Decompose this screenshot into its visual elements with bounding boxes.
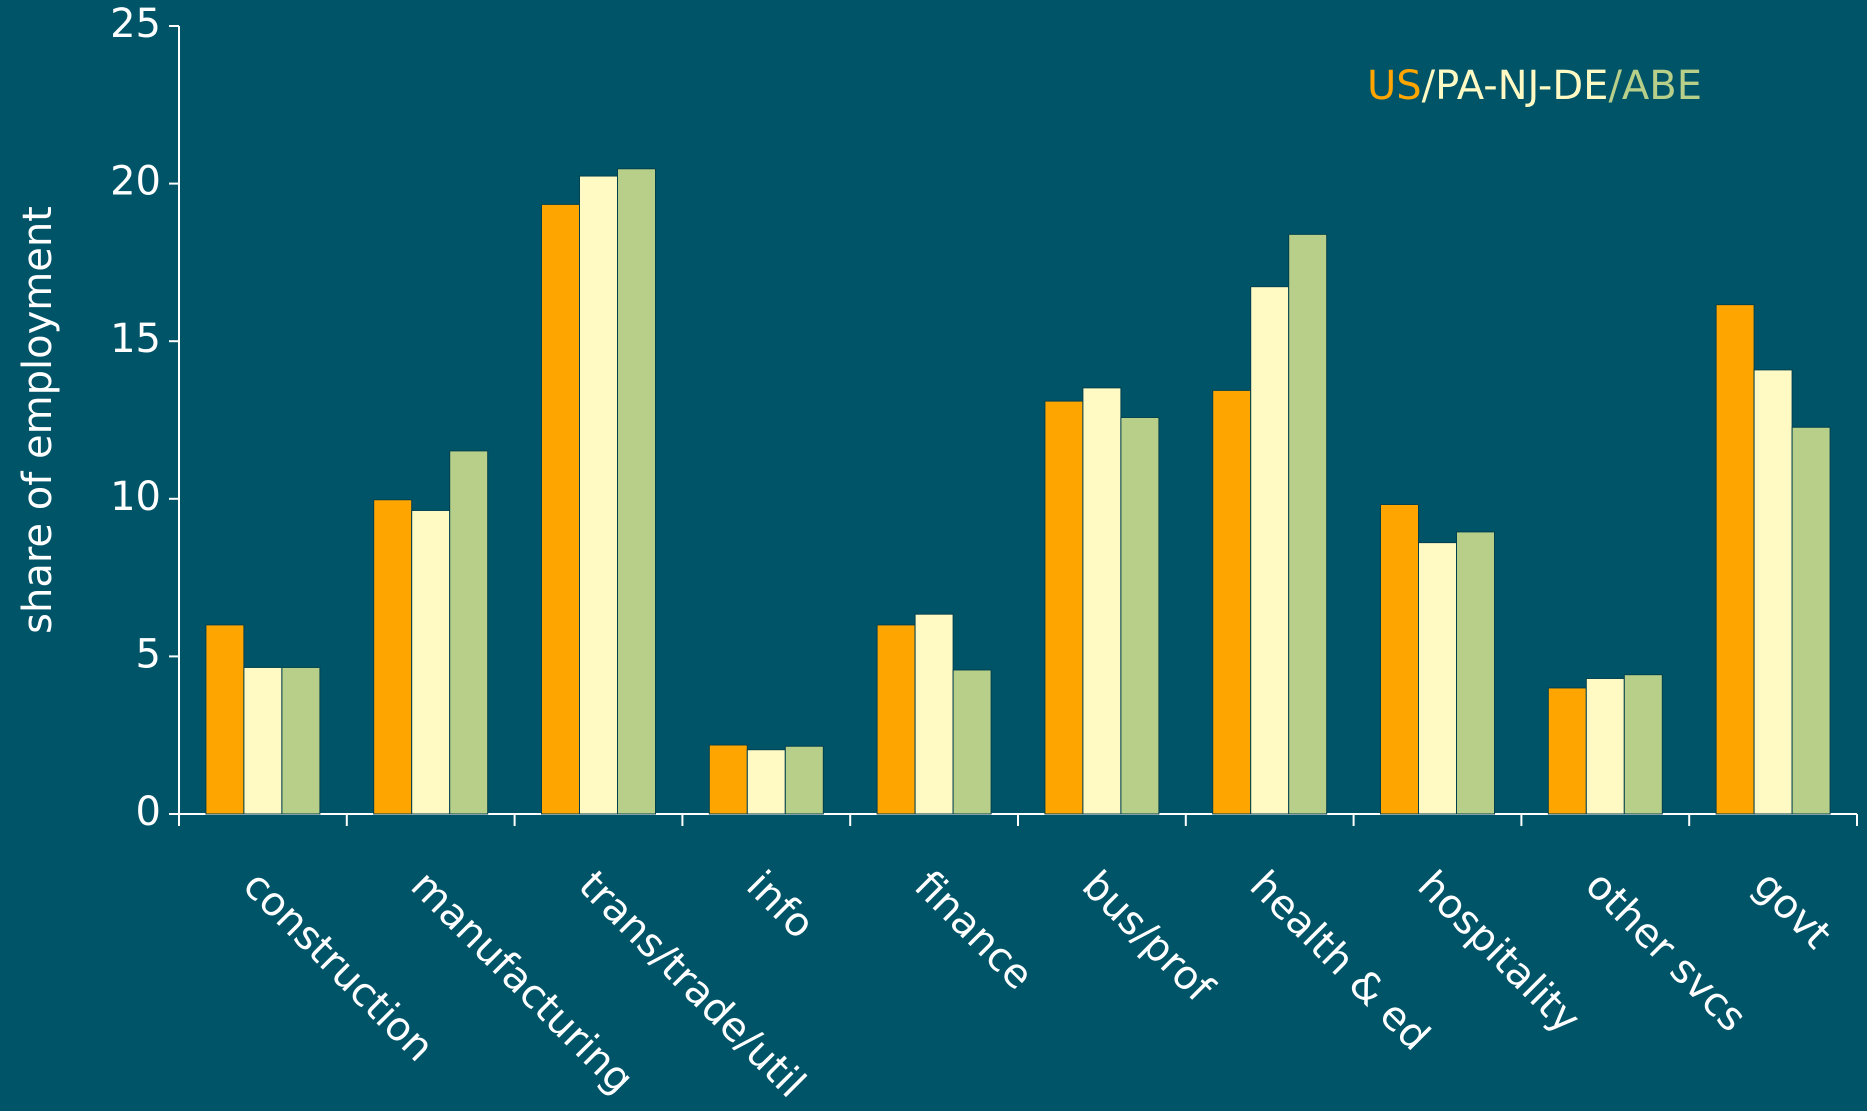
bar: [1715, 304, 1755, 815]
bar: [243, 666, 283, 815]
bar: [1250, 286, 1290, 815]
bar: [1120, 416, 1160, 815]
bar: [1288, 233, 1328, 815]
bar: [579, 175, 618, 815]
bar: [1623, 674, 1663, 815]
bar: [449, 450, 489, 815]
y-tick-label: 25: [110, 1, 161, 47]
bar: [746, 749, 786, 815]
bar: [784, 745, 824, 815]
bar: [411, 509, 451, 815]
bar: [205, 624, 245, 815]
bar: [1418, 542, 1457, 815]
bar: [1380, 503, 1419, 815]
bar: [1044, 400, 1084, 815]
bar: [281, 666, 321, 815]
y-axis-label: share of employment: [15, 206, 61, 634]
bar: [914, 613, 954, 815]
bar: [952, 669, 992, 815]
y-tick-label: 0: [136, 789, 161, 835]
y-tick-label: 15: [110, 316, 161, 362]
x-tick-label: info: [737, 862, 823, 948]
x-tick-label: bus/prof: [1073, 862, 1223, 1012]
legend-entry: US: [1367, 63, 1422, 109]
bar: [1791, 426, 1831, 815]
x-tick-label: govt: [1744, 862, 1840, 958]
bar: [373, 499, 413, 815]
bar: [1456, 531, 1495, 815]
y-tick-label: 5: [136, 631, 161, 677]
bar: [617, 168, 656, 815]
legend-separator: /: [1422, 63, 1436, 109]
bar: [1082, 387, 1122, 815]
x-tick-label: health & ed: [1241, 862, 1438, 1059]
bar: [708, 744, 748, 815]
bar: [1753, 369, 1793, 815]
bar: [541, 203, 580, 815]
y-tick-label: 20: [110, 159, 161, 205]
bar: [1212, 389, 1252, 815]
x-tick-label: hospitality: [1409, 862, 1589, 1042]
x-tick-label: other svcs: [1576, 862, 1755, 1041]
y-tick-label: 10: [110, 474, 161, 520]
bar: [876, 624, 916, 815]
legend: US/PA-NJ-DE/ABE: [1367, 63, 1702, 109]
legend-entry: ABE: [1622, 63, 1702, 109]
legend-entry: PA-NJ-DE: [1435, 63, 1608, 109]
bar: [1585, 677, 1625, 815]
bar: [1547, 687, 1587, 815]
x-tick-label: finance: [905, 862, 1041, 998]
legend-separator: /: [1608, 63, 1622, 109]
